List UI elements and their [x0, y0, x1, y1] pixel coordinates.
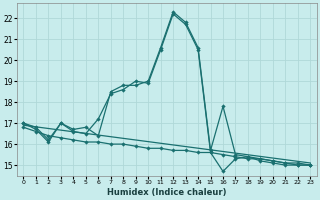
X-axis label: Humidex (Indice chaleur): Humidex (Indice chaleur) — [107, 188, 227, 197]
